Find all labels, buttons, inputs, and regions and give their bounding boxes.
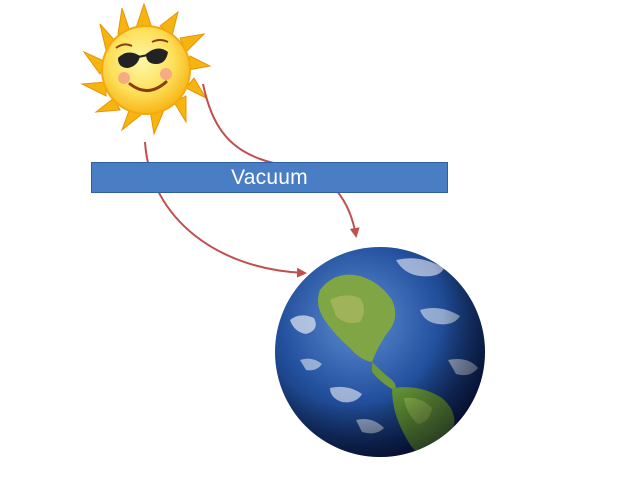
earth-icon <box>275 247 485 457</box>
vacuum-barrier: Vacuum <box>91 162 448 193</box>
arrow-right-path <box>202 83 360 238</box>
sun-icon <box>80 2 212 136</box>
sun-face <box>115 39 172 92</box>
vacuum-label: Vacuum <box>231 165 308 189</box>
